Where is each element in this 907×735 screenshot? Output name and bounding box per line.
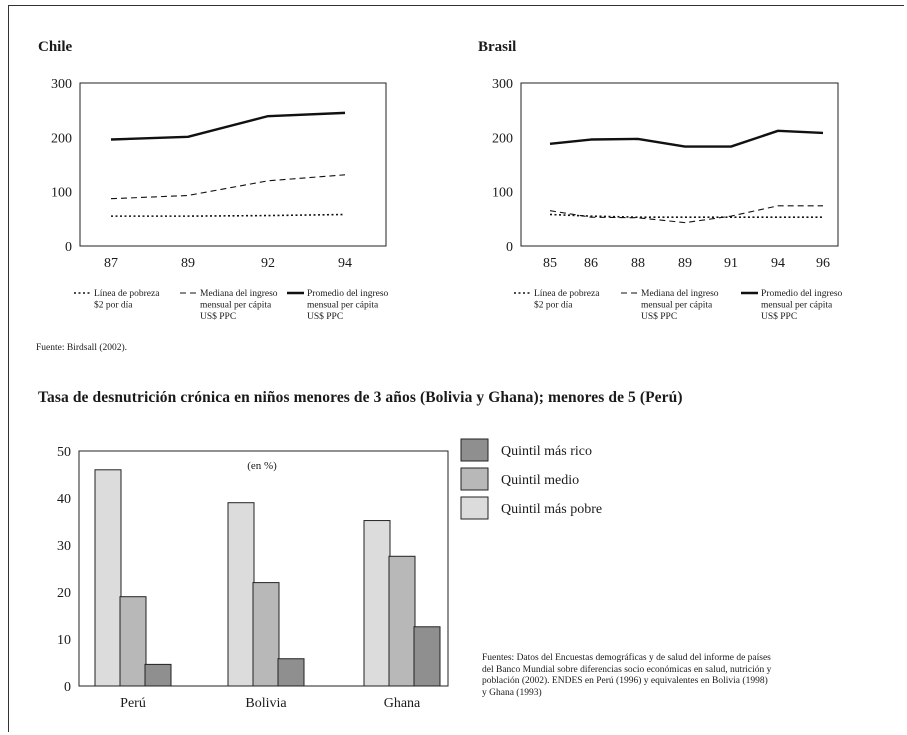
- x-tick-label: 86: [584, 256, 598, 271]
- x-tick-label: 92: [261, 256, 275, 271]
- legend-label-line: US$ PPC: [200, 311, 236, 322]
- series-line-dashed: [110, 174, 346, 200]
- series-line-dotted: [549, 213, 823, 219]
- x-tick-label: 94: [338, 256, 352, 271]
- legend-label-line: Línea de pobreza: [94, 289, 160, 299]
- bar: [413, 626, 441, 687]
- legend-label: Mediana del ingreso mensual per cápita US$…: [200, 289, 278, 322]
- legend-label: Línea de pobreza $2 por día: [94, 289, 160, 311]
- x-tick-label: 88: [631, 256, 645, 271]
- chart-subtitle: (en %): [247, 460, 277, 472]
- bar: [94, 469, 122, 687]
- legend-label-line: mensual per cápita: [761, 301, 833, 311]
- plot-frame: [79, 82, 387, 247]
- bar: [388, 555, 416, 687]
- legend-label-line: US$ PPC: [307, 311, 343, 322]
- notes-line: y Ghana (1993): [482, 687, 542, 698]
- series-line-solid: [549, 129, 824, 148]
- bar: [252, 582, 280, 687]
- x-tick-label: Bolivia: [245, 696, 287, 711]
- bar: [277, 658, 305, 687]
- chile-title: Chile: [38, 39, 73, 55]
- legend-label: Promedio del ingreso mensual per cápita US…: [761, 289, 843, 322]
- legend-label-line: Mediana del ingreso: [641, 289, 719, 299]
- y-tick-label: 300: [51, 77, 72, 92]
- bar: [144, 663, 172, 687]
- legend-swatch: [460, 496, 489, 520]
- y-tick-label: 100: [492, 186, 513, 201]
- y-tick-label: 0: [65, 240, 72, 255]
- legend-label: Promedio del ingreso mensual per cápita US…: [307, 289, 389, 322]
- y-tick-label: 200: [492, 131, 513, 146]
- legend-label-line: US$ PPC: [761, 311, 797, 322]
- legend-label: Quintil medio: [501, 473, 579, 488]
- plot-frame: [520, 82, 839, 247]
- x-tick-label: Perú: [120, 696, 146, 711]
- series-line-solid: [110, 111, 346, 141]
- section-title: Tasa de desnutrición crónica en niños me…: [38, 389, 683, 406]
- x-tick-label: Ghana: [384, 696, 421, 711]
- legend-label-line: US$ PPC: [641, 311, 677, 322]
- y-tick-label: 10: [57, 633, 71, 648]
- legend-label-line: Mediana del ingreso: [200, 289, 278, 299]
- x-tick-label: 94: [771, 256, 785, 271]
- x-tick-label: 89: [181, 256, 195, 271]
- notes-line: población (2002). ENDES en Perú (1996) y…: [482, 676, 768, 686]
- y-tick-label: 0: [64, 680, 71, 695]
- series-line-dashed: [549, 205, 823, 224]
- y-tick-label: 200: [51, 131, 72, 146]
- legend-label-line: Línea de pobreza: [534, 289, 600, 299]
- bar: [119, 596, 147, 687]
- legend-label-line: $2 por día: [534, 300, 573, 311]
- notes-line: del Banco Mundial sobre diferencias soci…: [482, 664, 772, 675]
- x-tick-label: 85: [543, 256, 557, 271]
- x-tick-label: 91: [724, 256, 738, 271]
- legend-swatch: [460, 467, 489, 491]
- y-tick-label: 50: [57, 445, 71, 460]
- page-frame: [8, 5, 904, 732]
- legend-label-line: mensual per cápita: [200, 301, 272, 311]
- legend-label: Quintil más rico: [501, 444, 592, 459]
- y-tick-label: 0: [506, 240, 513, 255]
- notes-line: Fuentes: Datos del Encuestas demográfica…: [482, 653, 771, 663]
- legend-label: Mediana del ingreso mensual per cápita US$…: [641, 289, 719, 322]
- legend-label-line: $2 por día: [94, 300, 133, 311]
- bar-chart-notes: Fuentes: Datos del Encuestas demográfica…: [482, 653, 882, 699]
- y-tick-label: 30: [57, 539, 71, 554]
- x-tick-label: 89: [678, 256, 692, 271]
- legend-label-line: mensual per cápita: [307, 301, 379, 311]
- bar: [227, 502, 255, 687]
- legend-swatch: [460, 438, 489, 462]
- brasil-title: Brasil: [478, 39, 517, 55]
- legend-label: Quintil más pobre: [501, 502, 602, 517]
- x-tick-label: 96: [816, 256, 830, 271]
- x-tick-label: 87: [104, 256, 118, 271]
- source-birdsall: Fuente: Birdsall (2002).: [36, 343, 128, 353]
- legend-label-line: mensual per cápita: [641, 301, 713, 311]
- malnutrition-bar-chart: (en %) 0 10 20 30 40 50 Perú Bolivia Ghana Quintil…: [57, 438, 602, 711]
- brasil-line-chart: 0 100 200 300 85 86 88 89 91 94 96 Línea de pobreza…: [492, 77, 843, 322]
- legend-label-line: Promedio del ingreso: [307, 289, 389, 299]
- series-line-dotted: [111, 213, 346, 217]
- legend-label: Línea de pobreza $2 por día: [534, 289, 600, 311]
- chile-line-chart: 0 100 200 300 87 89 92 94 Línea de pobreza $2 por…: [51, 77, 389, 322]
- y-tick-label: 40: [57, 492, 71, 507]
- legend-label-line: Promedio del ingreso: [761, 289, 843, 299]
- y-tick-label: 300: [492, 77, 513, 92]
- bar: [363, 520, 391, 687]
- y-tick-label: 20: [57, 586, 71, 601]
- y-tick-label: 100: [51, 186, 72, 201]
